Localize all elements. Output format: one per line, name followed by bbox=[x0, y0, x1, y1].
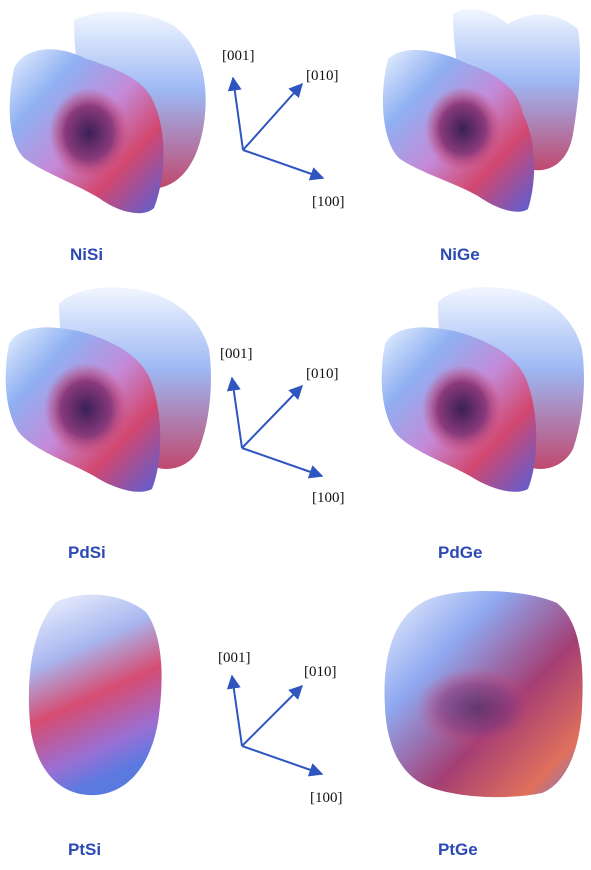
label-pdge: PdGe bbox=[438, 543, 483, 562]
axis-010-arrow bbox=[241, 685, 303, 747]
label-nisi: NiSi bbox=[70, 245, 104, 264]
axis-triad-1: [001] [010] [100] bbox=[222, 48, 345, 210]
axis-100-arrow bbox=[241, 447, 324, 479]
axis-010-label: [010] bbox=[306, 68, 339, 84]
label-pdsi: PdSi bbox=[68, 543, 106, 562]
axis-001-arrow bbox=[227, 76, 244, 151]
axis-010-label: [010] bbox=[304, 664, 337, 680]
axis-triad-2: [001] [010] [100] bbox=[220, 346, 345, 506]
axis-001-label: [001] bbox=[218, 650, 251, 666]
axis-001-arrow bbox=[226, 674, 243, 747]
axis-010-label: [010] bbox=[306, 366, 339, 382]
axis-triad-3: [001] [010] [100] bbox=[218, 650, 343, 806]
axis-001-label: [001] bbox=[220, 346, 253, 362]
pdge-surface bbox=[381, 286, 584, 492]
label-nige: NiGe bbox=[440, 245, 480, 264]
axis-010-arrow bbox=[242, 82, 303, 151]
label-ptsi: PtSi bbox=[68, 840, 102, 859]
axis-100-arrow bbox=[241, 745, 324, 777]
ptge-surface bbox=[384, 591, 583, 798]
axis-010-arrow bbox=[241, 384, 303, 449]
pdsi-surface bbox=[5, 287, 211, 492]
axis-001-arrow bbox=[226, 376, 243, 449]
ptsi-surface bbox=[28, 594, 162, 796]
axis-100-label: [100] bbox=[310, 790, 343, 806]
nige-surface bbox=[382, 8, 581, 212]
axis-100-label: [100] bbox=[312, 194, 345, 210]
axis-100-arrow bbox=[242, 149, 325, 181]
axis-001-label: [001] bbox=[222, 48, 255, 64]
nisi-surface bbox=[9, 11, 206, 214]
axis-100-label: [100] bbox=[312, 490, 345, 506]
label-ptge: PtGe bbox=[438, 840, 478, 859]
